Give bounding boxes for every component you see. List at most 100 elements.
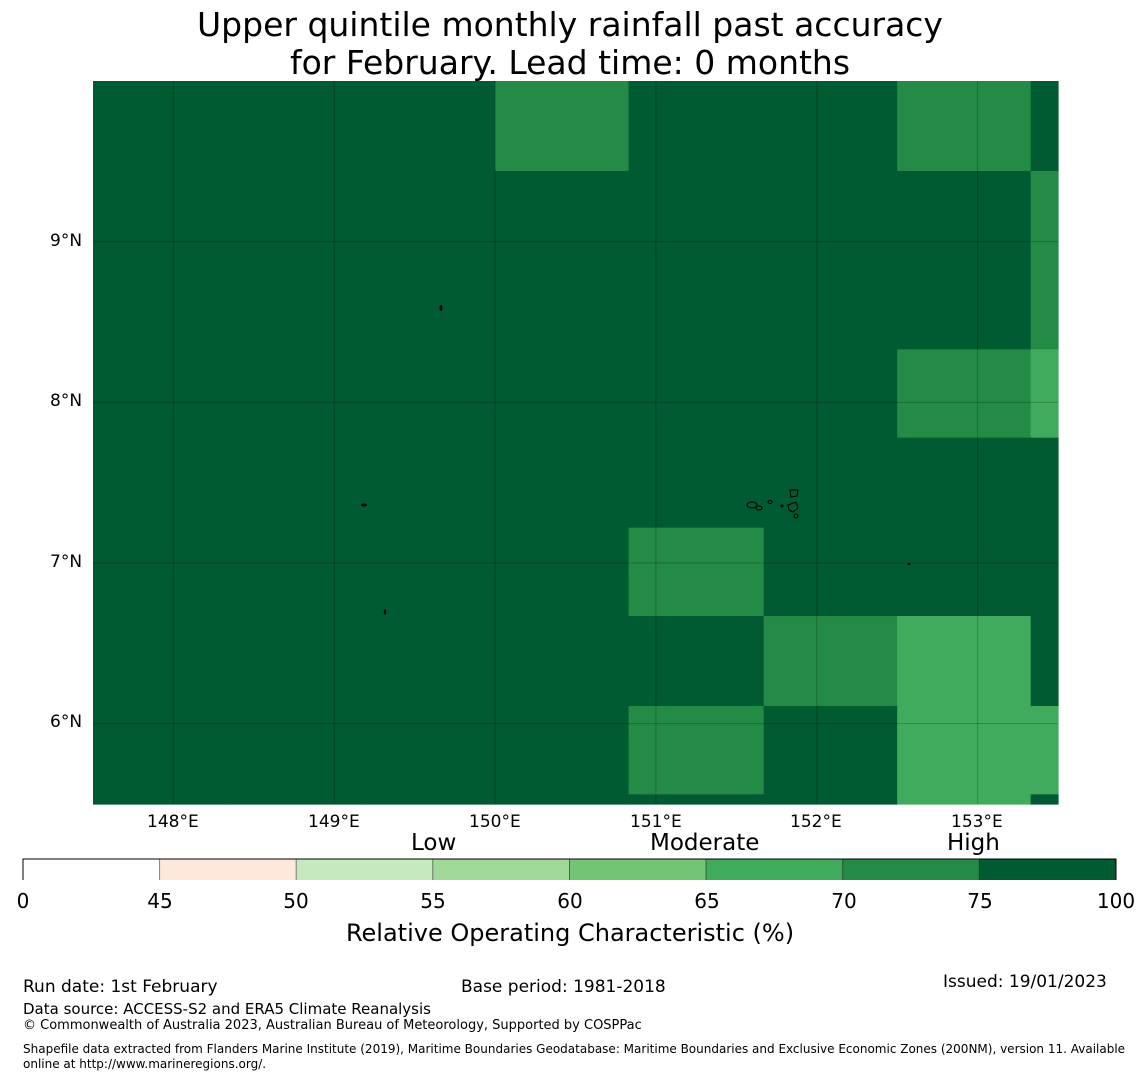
title-line-1: Upper quintile monthly rainfall past acc… [197,5,943,44]
island [383,609,387,615]
grid-cell [93,616,228,707]
grid-cell [897,794,1032,805]
grid-cell [897,616,1032,707]
y-tick-9n: 9°N [50,231,83,251]
grid-cell [361,437,496,529]
x-tick-148e: 148°E [147,812,199,832]
grid-cell [1030,437,1059,529]
grid-cell [763,616,898,707]
grid-cell [897,527,1032,617]
shapefile-credit-line-1: Shapefile data extracted from Flanders M… [23,1042,1126,1056]
colorbar-tick-45: 45 [147,889,173,913]
colorbar-bin [159,858,297,880]
colorbar-tick-75: 75 [967,889,993,913]
title-line-2: for February. Lead time: 0 months [289,43,851,82]
grid-cell [495,259,630,350]
y-tick-6n: 6°N [50,712,83,732]
colorbar-bin [569,858,707,880]
grid-cell [226,794,363,805]
accuracy-grid [93,81,1059,805]
grid-cell [628,437,765,529]
grid-cell [361,616,496,707]
grid-cell [495,705,630,795]
grid-cell [495,81,630,172]
grid-cell [1030,794,1059,805]
grid-cell [1030,349,1059,439]
grid-cell [628,527,765,617]
grid-cell [897,259,1032,350]
colorbar-bin [978,858,1117,880]
base-period: Base period: 1981-2018 [461,977,666,997]
grid-cell [93,259,228,350]
grid-cell [226,705,363,795]
grid-cell [1030,259,1059,350]
chart-title: Upper quintile monthly rainfall past acc… [0,6,1140,82]
colorbar-tick-60: 60 [557,889,583,913]
grid-cell [628,259,765,350]
run-date: Run date: 1st February [23,977,218,997]
grid-cell [1030,705,1059,795]
grid-cell [495,527,630,617]
grid-cell [361,705,496,795]
colorbar-bin [705,858,844,880]
island [907,563,911,565]
colorbar-tick-50: 50 [283,889,309,913]
colorbar [22,858,1117,880]
colorbar-bin [432,858,570,880]
grid-cell [361,81,496,172]
data-source: Data source: ACCESS-S2 and ERA5 Climate … [23,1000,431,1018]
grid-cell [495,170,630,260]
grid-cell [226,349,363,439]
grid-cell [226,437,363,529]
grid-cell [763,259,898,350]
x-tick-153e: 153°E [951,812,1003,832]
grid-cell [897,170,1032,260]
graticule [93,81,1058,804]
shapefile-credit-line-2: online at http://www.marineregions.org/. [23,1057,267,1071]
grid-cell [93,437,228,529]
grid-cell [226,81,363,172]
colorbar-bin [295,858,434,880]
grid-cell [628,349,765,439]
grid-cell [93,794,228,805]
grid-cell [763,794,898,805]
grid-cell [226,170,363,260]
grid-cell [1030,616,1059,707]
colorbar-tick-0: 0 [16,889,30,913]
colorbar-tick-55: 55 [420,889,446,913]
grid-cell [495,616,630,707]
island-group [746,489,799,519]
category-high: High [947,830,1000,856]
grid-cell [763,349,898,439]
grid-cell [361,527,496,617]
grid-cell [628,616,765,707]
grid-cell [1030,170,1059,260]
grid-cell [495,794,630,805]
grid-cell [897,81,1032,172]
grid-cell [763,81,898,172]
grid-cell [628,81,765,172]
islands [361,305,911,615]
grid-cell [1030,81,1059,172]
colorbar-frame [22,858,1117,880]
grid-cell [763,170,898,260]
grid-cell [93,81,228,172]
island [439,305,443,311]
grid-cell [226,616,363,707]
grid-cell [226,527,363,617]
grid-cell [897,349,1032,439]
grid-cell [226,259,363,350]
colorbar-tick-100: 100 [1096,889,1136,913]
grid-cell [361,259,496,350]
grid-cell [763,437,898,529]
y-tick-7n: 7°N [50,552,83,572]
grid-cell [93,170,228,260]
copyright: © Commonwealth of Australia 2023, Austra… [23,1018,642,1033]
x-tick-150e: 150°E [469,812,521,832]
colorbar-bin [842,858,980,880]
x-tick-152e: 152°E [790,812,842,832]
grid-cell [897,705,1032,795]
category-low: Low [411,830,457,856]
grid-cell [93,349,228,439]
grid-cell [1030,527,1059,617]
